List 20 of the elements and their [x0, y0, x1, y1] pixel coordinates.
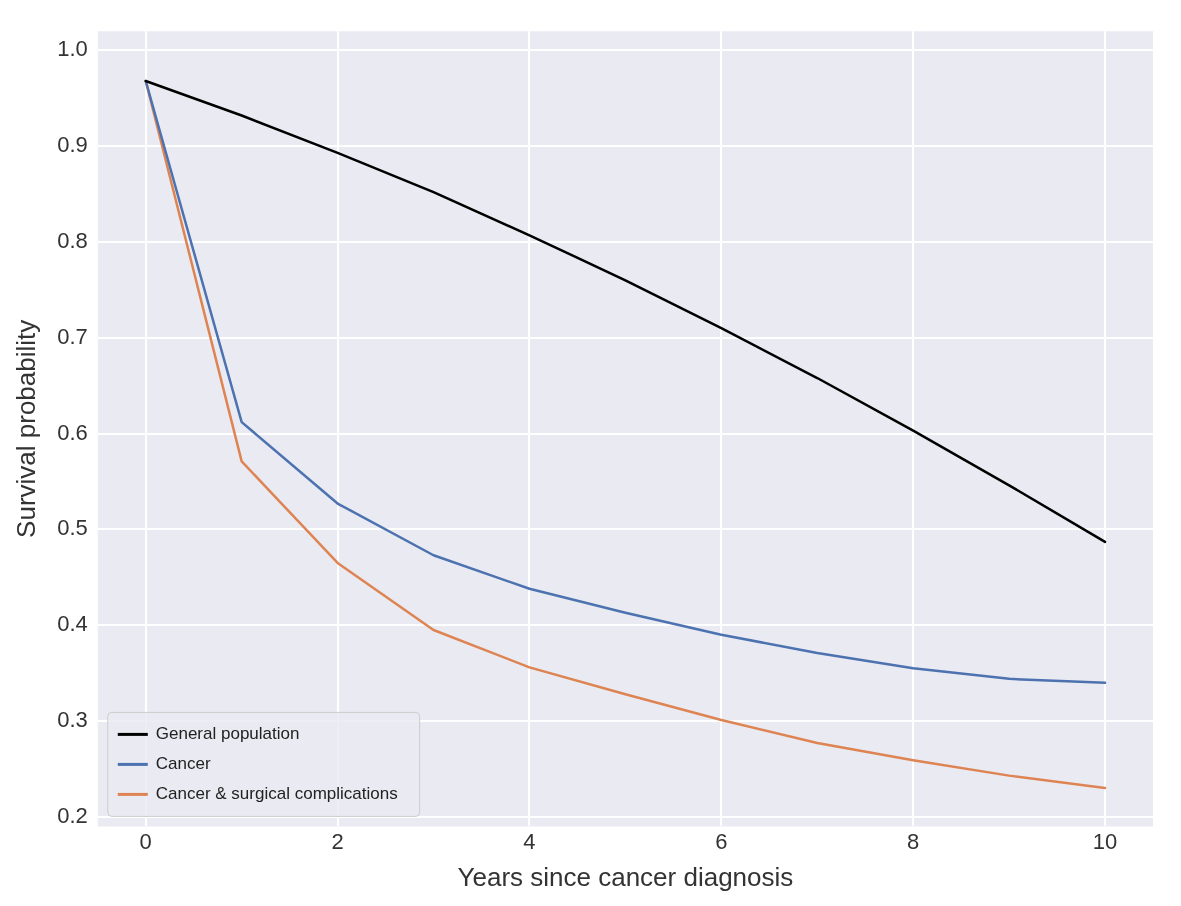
- x-tick-label: 0: [139, 828, 152, 854]
- legend-label: Cancer: [155, 754, 211, 774]
- y-tick-label: 1.0: [57, 36, 88, 62]
- y-tick-label: 0.3: [57, 707, 88, 733]
- x-axis-title: Years since cancer diagnosis: [457, 861, 794, 892]
- y-tick-label: 0.2: [57, 802, 88, 828]
- x-tick-label: 4: [523, 828, 536, 854]
- y-axis-title: Survival probability: [10, 319, 41, 538]
- legend-label: Cancer & surgical complications: [155, 784, 398, 804]
- y-tick-label: 0.9: [57, 132, 88, 158]
- x-tick-label: 6: [715, 828, 728, 854]
- y-tick-label: 0.4: [57, 611, 88, 637]
- x-tick-label: 8: [907, 828, 920, 854]
- y-tick-label: 0.8: [57, 228, 88, 254]
- y-tick-label: 0.5: [57, 515, 88, 541]
- y-tick-label: 0.7: [57, 323, 88, 349]
- x-tick-label: 2: [331, 828, 344, 854]
- x-tick-label: 10: [1092, 828, 1118, 854]
- legend-label: General population: [155, 724, 300, 744]
- y-tick-label: 0.6: [57, 419, 88, 445]
